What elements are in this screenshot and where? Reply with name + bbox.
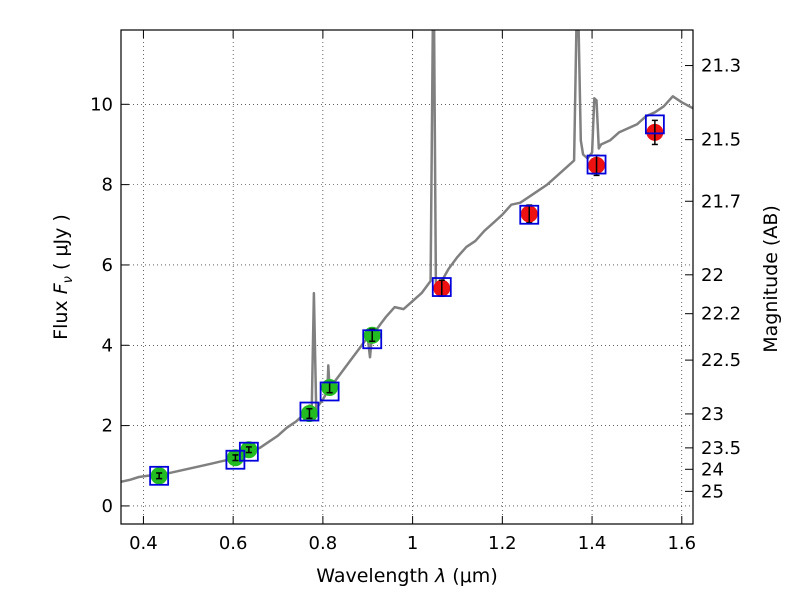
magnitude-tick-label: 24 [701,459,724,480]
model-photometry-square [299,401,320,422]
magnitude-tick-label: 21.7 [701,191,741,212]
model-photometry-square [519,204,540,225]
magnitude-tick-label: 23.5 [701,438,741,459]
data-markers [149,114,665,486]
y-tick-label: 10 [90,94,113,115]
x-tick-label: 1.2 [488,533,517,554]
magnitude-tick-label: 25 [701,481,724,502]
model-photometry-square [362,329,383,350]
x-axis-ticks: 0.4 0.6 0.8 1 1.2 1.4 1.6 [129,30,696,554]
y-axis-label-unit: ( μJy ) [50,214,72,276]
model-photometry-square [149,465,170,486]
x-tick-label: 0.8 [309,533,338,554]
y-tick-label: 6 [102,255,113,276]
x-tick-label: 1 [407,533,418,554]
x-tick-label: 0.4 [129,533,158,554]
y-axis-ticks: 0 2 4 6 8 10 [90,94,129,517]
x-axis-label-unit: (μm) [446,565,497,587]
x-tick-label: 0.6 [219,533,248,554]
x-axis-label: Wavelength λ (μm) [316,565,497,587]
y-axis-label: Flux Fν ( μJy ) [50,214,76,340]
y-tick-label: 8 [102,175,113,196]
y-axis-label-var: F [50,282,72,294]
model-photometry-square [431,277,452,297]
y-tick-label: 2 [102,416,113,437]
magnitude-tick-label: 22.2 [701,304,741,325]
y-axis-label-sub: ν [61,276,76,283]
model-photometry-square [225,449,246,470]
y-tick-label: 0 [102,496,113,517]
model-photometry-square [586,154,607,175]
y-tick-label: 4 [102,335,113,356]
y-axis-label-text: Flux [50,294,72,340]
magnitude-tick-label: 22.5 [701,350,741,371]
plot-frame [120,29,694,525]
magnitude-tick-label: 21.5 [701,130,741,151]
model-photometry-square [238,441,259,462]
x-axis-label-text: Wavelength [316,565,435,587]
plot-background [121,30,693,524]
x-tick-label: 1.4 [578,533,607,554]
model-photometry-square [644,114,665,135]
magnitude-axis-label: Magnitude (AB) [760,205,782,353]
x-tick-label: 1.6 [667,533,696,554]
model-photometry-square [319,381,340,402]
magnitude-tick-label: 23 [701,404,724,425]
x-axis-label-var: λ [434,565,446,587]
magnitude-tick-label: 21.3 [701,56,741,77]
magnitude-tick-label: 22 [701,265,724,286]
